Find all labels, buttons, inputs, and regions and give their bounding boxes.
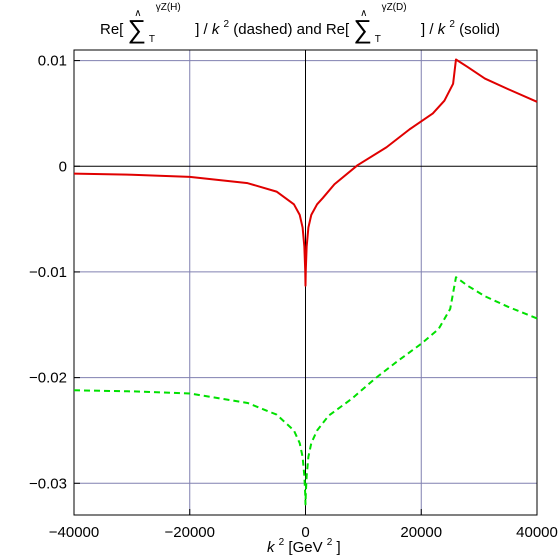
series-group — [73, 58, 538, 506]
chart-title: Re[ ∑ ∧ γZ(H) T ] / k 2 (dashed) and Re[… — [100, 0, 500, 46]
x-tick-label: −40000 — [49, 524, 99, 541]
x-tick-label: 40000 — [516, 524, 558, 541]
x-tick-label: 20000 — [400, 524, 442, 541]
x-axis-label: k 2 [GeV 2 ] — [267, 532, 341, 556]
y-tick-label: −0.01 — [29, 264, 67, 281]
y-tick-label: 0.01 — [38, 53, 67, 70]
x-tick-label: 0 — [301, 524, 309, 541]
y-tick-label: −0.03 — [29, 475, 67, 492]
y-tick-label: 0 — [59, 158, 67, 175]
y-tick-label: −0.02 — [29, 370, 67, 387]
tick-labels: −40000 −20000 0 20000 40000 0.01 0 −0.01 −0.02 −0… — [29, 53, 558, 541]
solid-series-line — [73, 58, 538, 287]
x-tick-label: −20000 — [165, 524, 215, 541]
